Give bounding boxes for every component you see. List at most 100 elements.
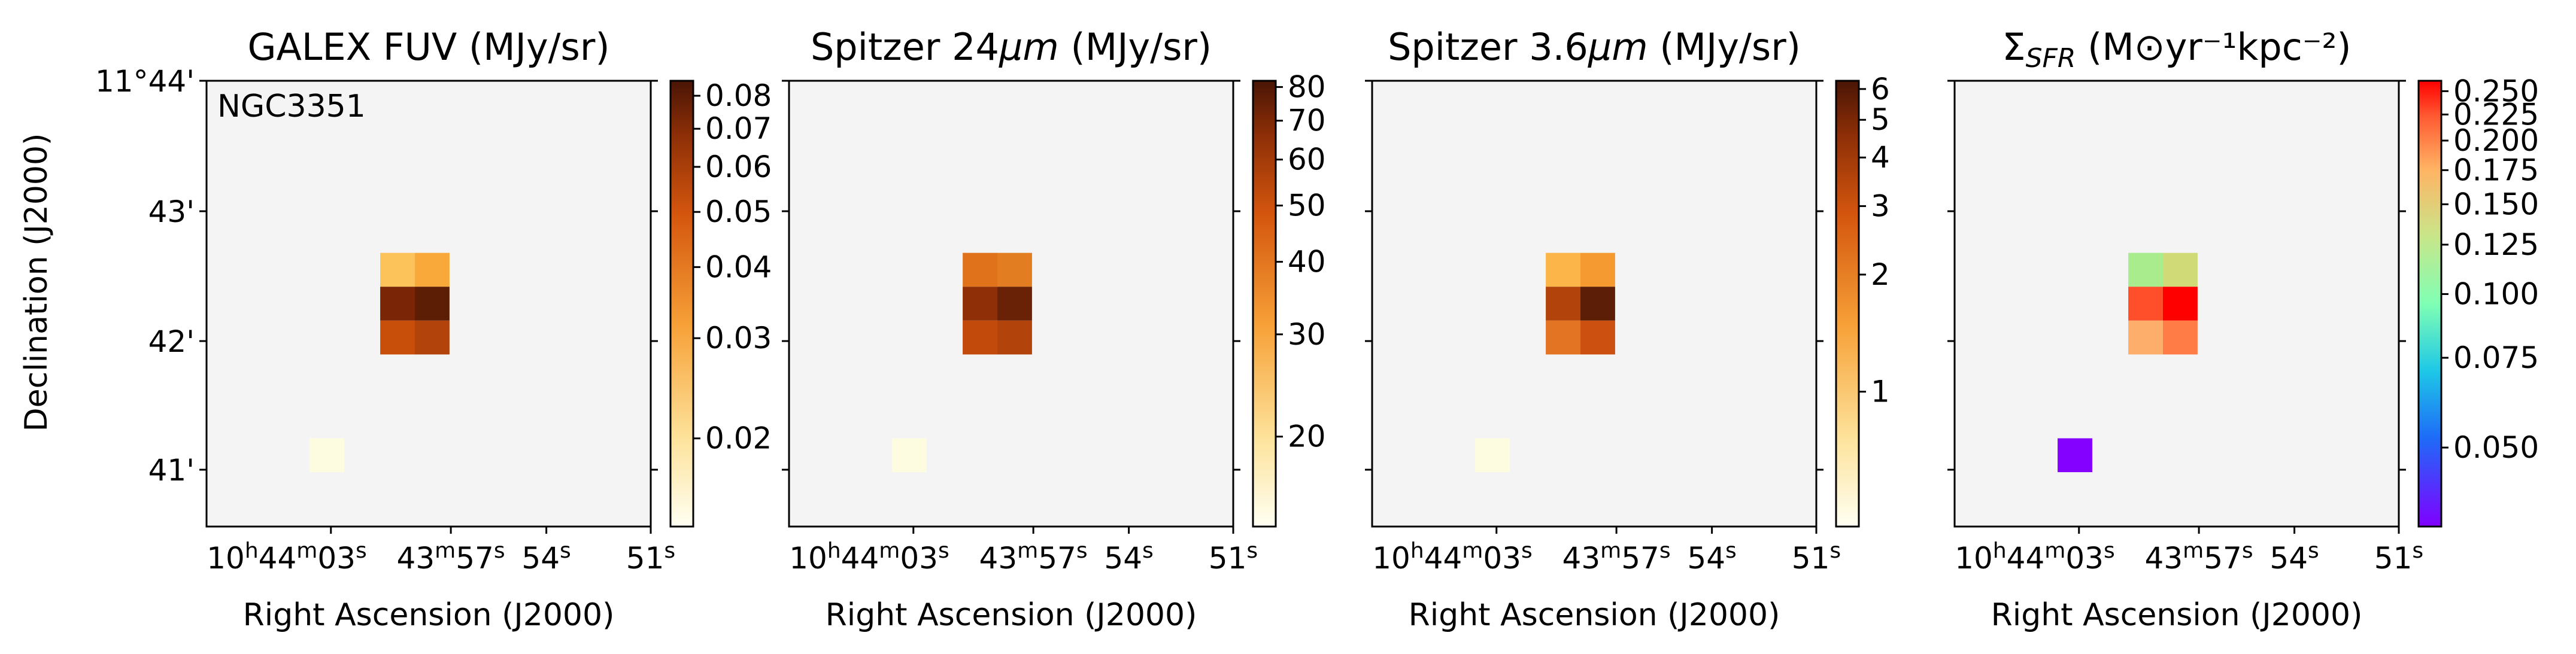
colorbar-tick-label: 0.05 (705, 194, 772, 229)
colorbar-tick-label: 0.07 (705, 111, 772, 146)
heatmap-pixel (1546, 287, 1580, 321)
colorbar-tick-label: 0.050 (2453, 430, 2539, 465)
ra-tick-label: 54s (1104, 539, 1153, 576)
colorbar-tick-label: 0.08 (705, 78, 772, 113)
panel-title: Spitzer 24μm (MJy/sr) (811, 25, 1212, 69)
ra-tick-label: 10h44m03s (1955, 539, 2115, 576)
colorbar-frame (669, 80, 694, 528)
colorbar (670, 81, 693, 527)
colorbar-tick-label: 1 (1871, 375, 1890, 409)
x-axis-label: Right Ascension (J2000) (1409, 597, 1780, 633)
heatmap-pixel (2163, 253, 2198, 287)
heatmap-pixel (310, 438, 344, 473)
panel-title: ΣSFR (M⊙yr⁻¹kpc⁻²) (2002, 25, 2351, 74)
heatmap-pixel (415, 320, 450, 355)
colorbar-tick-label: 0.06 (705, 150, 772, 184)
heatmap-pixel (963, 253, 997, 287)
plot-frame (788, 80, 1234, 528)
heatmap-pixel (1580, 320, 1615, 355)
ra-tick-label: 43m57s (1562, 539, 1671, 576)
ra-tick-label: 10h44m03s (789, 539, 949, 576)
colorbar-tick-label: 6 (1871, 72, 1890, 107)
ra-tick-label: 43m57s (397, 539, 505, 576)
colorbar (2419, 81, 2441, 527)
panel-4: ΣSFR (M⊙yr⁻¹kpc⁻²) 10h44m03s 43m57s 54s 51s R… (1947, 25, 2539, 633)
colorbar-frame (2417, 80, 2443, 528)
heatmap-pixel (380, 253, 415, 287)
heatmap-pixel (1546, 253, 1580, 287)
ra-tick-label: 51s (1792, 539, 1841, 576)
plot-frame (205, 80, 652, 528)
heatmap-pixel (380, 320, 415, 355)
heatmap-pixel (997, 287, 1032, 321)
x-axis-label: Right Ascension (J2000) (826, 597, 1197, 633)
heatmap-pixel (1580, 253, 1615, 287)
plot-frame (1953, 80, 2400, 528)
heatmap-pixel (1580, 287, 1615, 321)
dec-tick-label: 11°44' (95, 64, 195, 99)
x-axis-label: Right Ascension (J2000) (243, 597, 615, 633)
colorbar-tick-label: 0.100 (2453, 276, 2539, 311)
dec-tick-label: 41' (148, 453, 195, 488)
heatmap-pixel (2163, 287, 2198, 321)
colorbar-tick-label: 0.175 (2453, 153, 2539, 187)
panel-title: Spitzer 3.6μm (MJy/sr) (1388, 25, 1801, 69)
heatmap-pixel (1475, 438, 1510, 473)
ra-tick-label: 51s (626, 539, 675, 576)
heatmap-pixel (2163, 320, 2198, 355)
colorbar-tick-label: 0.075 (2453, 340, 2539, 375)
plot-frame (1371, 80, 1818, 528)
colorbar-tick-label: 2 (1871, 257, 1890, 292)
heatmap-pixel (415, 253, 450, 287)
heatmap-pixel (2128, 287, 2163, 321)
panel-2: Spitzer 24μm (MJy/sr) 10h44m03s 43m57s 54s 5… (782, 25, 1326, 633)
colorbar-tick-label: 40 (1288, 245, 1326, 279)
colorbar-tick-label: 0.02 (705, 421, 772, 456)
y-axis-label: Declination (J2000) (19, 133, 54, 432)
dec-tick-label: 42' (148, 324, 195, 359)
colorbar-tick-label: 3 (1871, 188, 1890, 223)
x-axis-label: Right Ascension (J2000) (1991, 597, 2363, 633)
colorbar (1253, 81, 1276, 527)
colorbar-tick-label: 20 (1288, 419, 1326, 454)
colorbar-tick-label: 0.125 (2453, 227, 2539, 262)
heatmap-pixel (997, 253, 1032, 287)
ra-tick-label: 43m57s (2145, 539, 2253, 576)
ra-tick-label: 51s (2374, 539, 2423, 576)
colorbar-tick-label: 0.04 (705, 250, 772, 284)
ra-tick-label: 10h44m03s (207, 539, 367, 576)
heatmap-pixel (963, 287, 997, 321)
heatmap-pixel (415, 287, 450, 321)
object-label: NGC3351 (217, 89, 366, 124)
heatmap-pixel (380, 287, 415, 321)
ra-tick-label: 10h44m03s (1372, 539, 1533, 576)
colorbar-tick-label: 4 (1871, 140, 1890, 175)
colorbar-tick-label: 80 (1288, 69, 1326, 104)
heatmap-pixel (997, 320, 1032, 355)
panel-3: Spitzer 3.6μm (MJy/sr) 10h44m03s 43m57s 54s… (1365, 25, 1890, 633)
colorbar-tick-label: 30 (1288, 317, 1326, 352)
colorbar-tick-label: 0.03 (705, 321, 772, 355)
heatmap-pixel (963, 320, 997, 355)
colorbar-tick-label: 0.225 (2453, 97, 2539, 132)
ra-tick-label: 43m57s (979, 539, 1088, 576)
colorbar-tick-label: 0.250 (2453, 74, 2539, 108)
colorbar-tick-label: 0.150 (2453, 187, 2539, 221)
heatmap-pixel (892, 438, 927, 473)
colorbar (1836, 81, 1859, 527)
colorbar-tick-label: 0.200 (2453, 123, 2539, 158)
panel-title: GALEX FUV (MJy/sr) (247, 25, 609, 69)
ra-tick-label: 54s (1687, 539, 1736, 576)
colorbar-tick-label: 60 (1288, 142, 1326, 177)
colorbar-tick-label: 5 (1871, 102, 1890, 137)
panel-1: GALEX FUV (MJy/sr) 11°44' 43' 42' 41' 10h44m0… (95, 25, 772, 633)
heatmap-pixel (2128, 320, 2163, 355)
ra-tick-label: 54s (521, 539, 571, 576)
ra-tick-label: 51s (1209, 539, 1258, 576)
colorbar-frame (1835, 80, 1860, 528)
colorbar-frame (1252, 80, 1277, 528)
heatmap-pixel (2058, 438, 2092, 473)
heatmap-pixel (1546, 320, 1580, 355)
dec-tick-label: 43' (148, 194, 195, 229)
